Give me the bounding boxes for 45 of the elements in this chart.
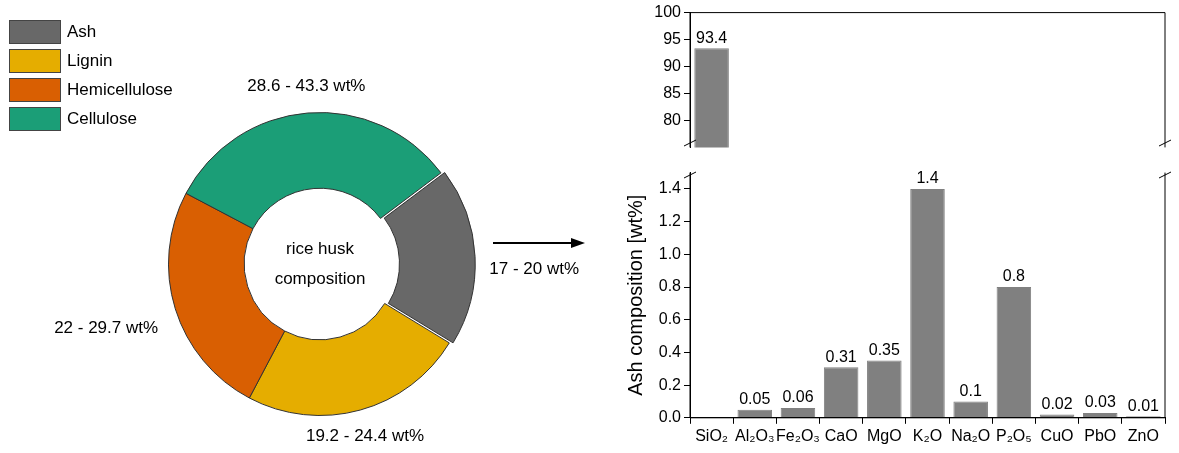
y-tick-label: 0.8: [658, 277, 682, 295]
legend-label: Lignin: [67, 50, 113, 71]
y-tick-label: 0.4: [658, 342, 682, 360]
x-tick-label: CuO: [1040, 426, 1074, 444]
y-tick-label: 0.6: [658, 310, 682, 328]
y-tick-label: 90: [663, 56, 682, 74]
y-tick-label: 1.4: [658, 179, 682, 197]
x-tick-label: ZnO: [1127, 426, 1159, 444]
data-label: 0.31: [825, 347, 857, 365]
data-label: 0.02: [1041, 394, 1073, 412]
text: 28.6 - 43.3 wt%: [247, 76, 366, 96]
x-tick-label: Fe₂O₃: [776, 426, 820, 444]
y-tick-label: 0.0: [658, 408, 682, 426]
data-label: 93.4: [696, 28, 728, 46]
data-label: 0.03: [1084, 393, 1116, 411]
y-tick-label: 100: [654, 3, 682, 21]
data-label: 0.8: [1002, 267, 1026, 285]
legend-label: Cellulose: [67, 108, 137, 129]
legend-label: Hemicellulose: [67, 79, 173, 100]
y-axis-title: Ash composition [wt%]: [623, 194, 646, 396]
legend-label: Ash: [67, 21, 97, 42]
text: 22 - 29.7 wt%: [54, 317, 159, 337]
y-tick-label: 80: [663, 110, 682, 128]
x-tick-label: P₂O₅: [995, 426, 1032, 444]
y-tick-label: 0.2: [658, 375, 682, 393]
x-tick-label: CaO: [824, 426, 858, 444]
x-tick-label: MgO: [866, 426, 902, 444]
data-label: 1.4: [916, 169, 939, 187]
x-tick-label: Na₂O: [951, 426, 991, 444]
y-tick-label: 1.2: [658, 212, 682, 230]
data-label: 0.06: [782, 388, 814, 406]
data-label: 0.01: [1127, 396, 1160, 414]
data-label: 0.05: [739, 390, 771, 408]
text: 19.2 - 24.4 wt%: [305, 425, 425, 445]
x-tick-label: SiO₂: [695, 426, 729, 444]
data-label: 0.35: [868, 340, 900, 358]
text: rice husk composition: [274, 238, 366, 288]
text: 17 - 20 wt%: [489, 259, 580, 279]
x-tick-label: Al₂O₃: [735, 426, 775, 444]
y-tick-label: 1.0: [658, 244, 682, 262]
data-label: 0.1: [959, 381, 982, 399]
y-tick-label: 95: [663, 29, 682, 47]
x-tick-label: K₂O: [912, 426, 943, 444]
x-tick-label: PbO: [1084, 426, 1117, 444]
y-tick-label: 85: [663, 83, 682, 101]
